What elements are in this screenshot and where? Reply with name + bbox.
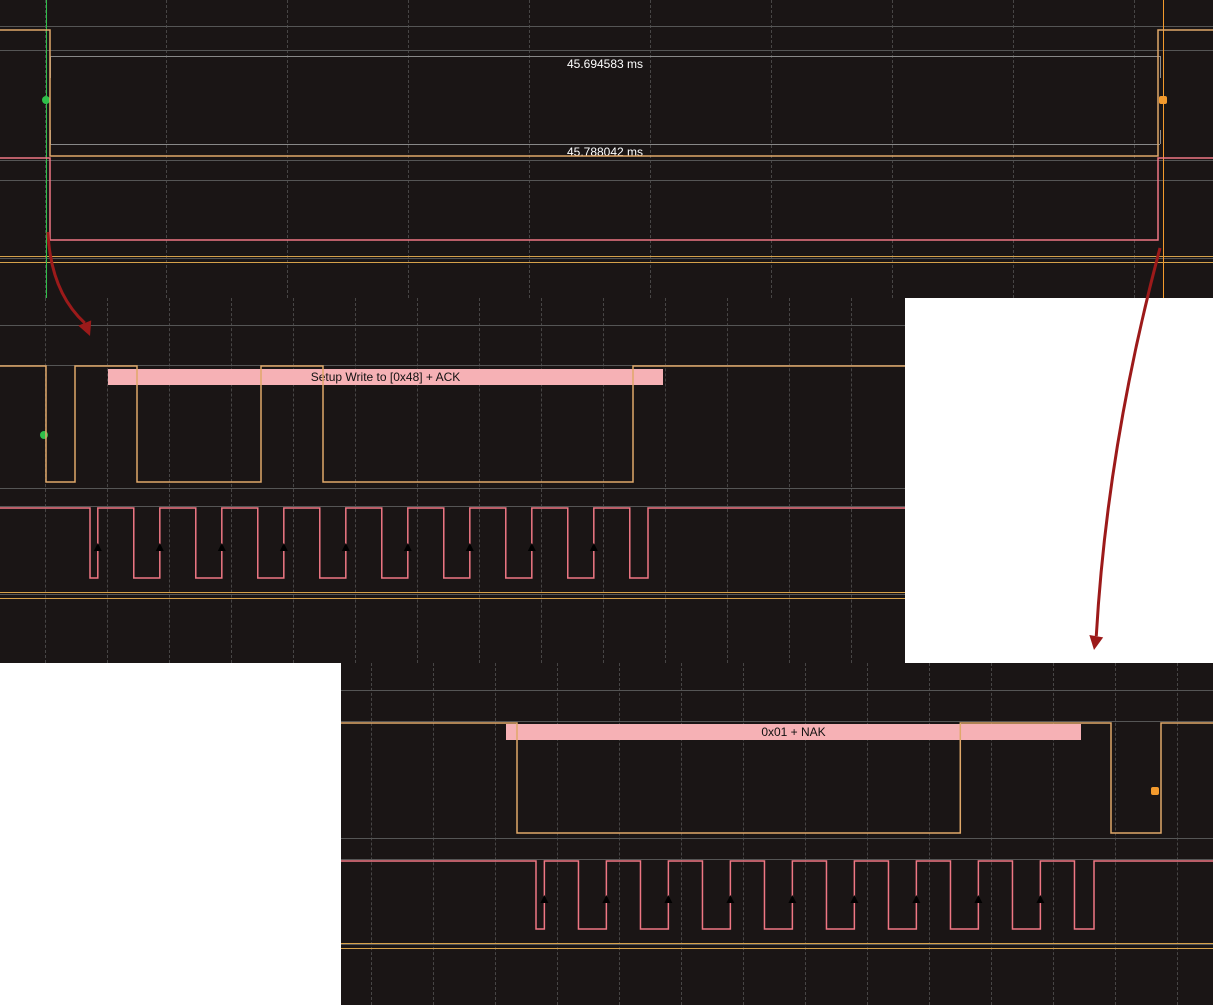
callout-arrows: [0, 0, 1213, 1005]
